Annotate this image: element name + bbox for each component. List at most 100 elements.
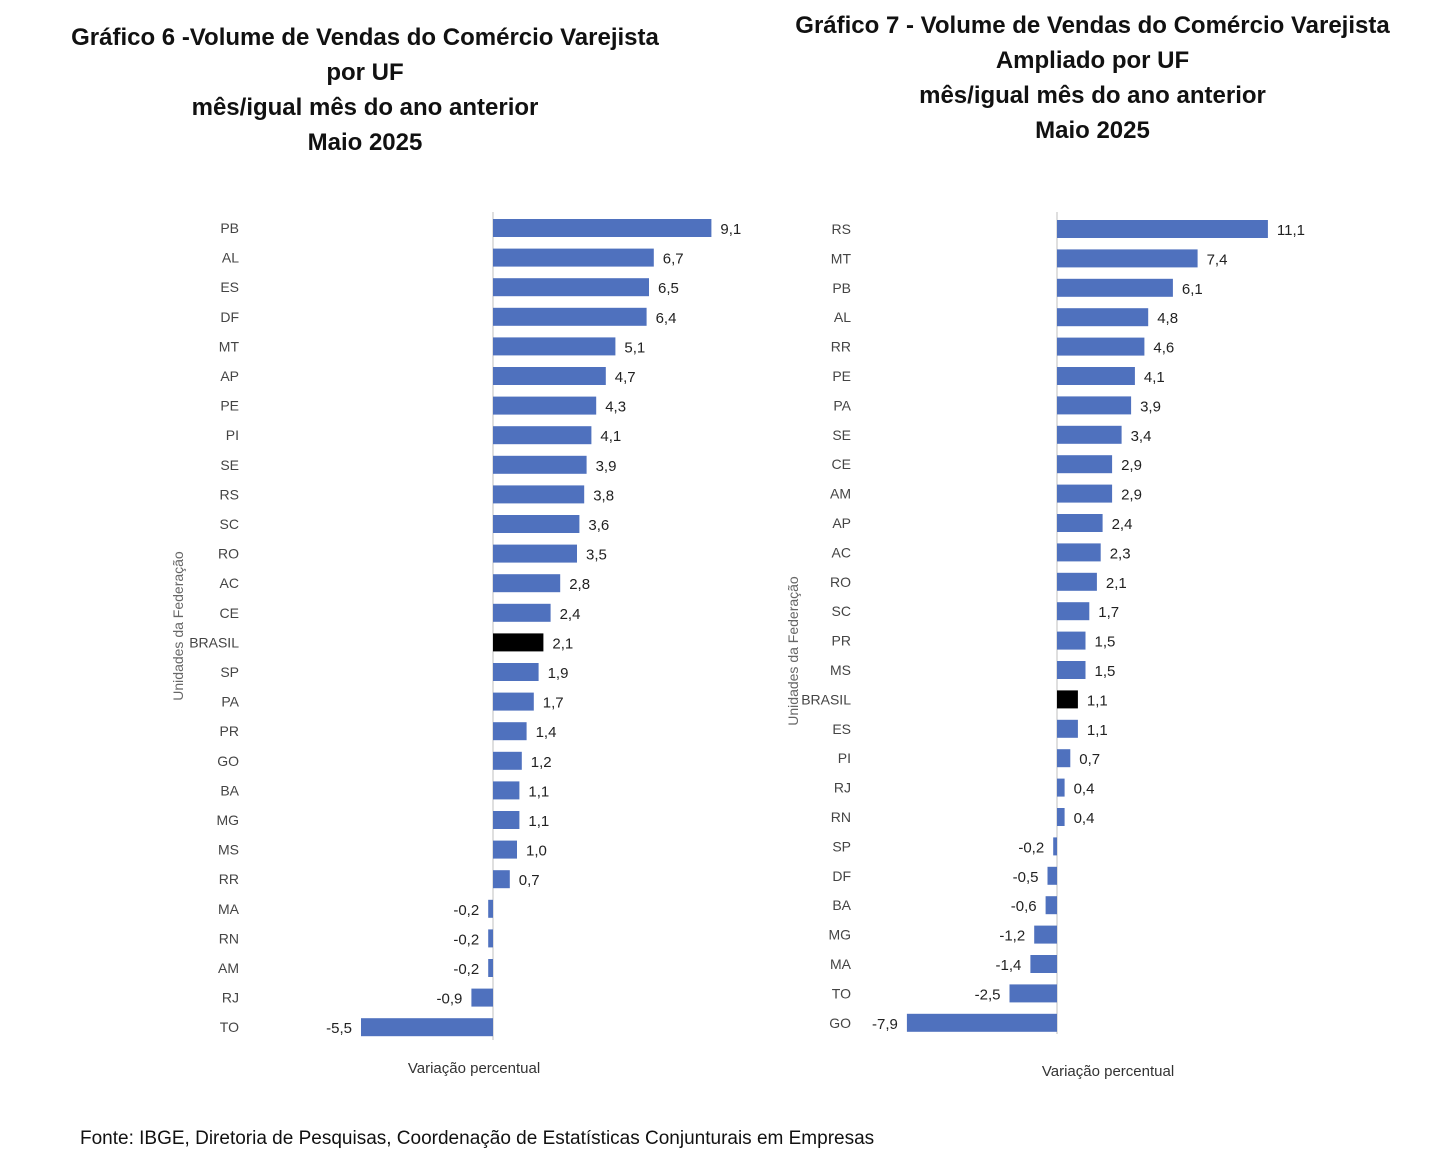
chart-6-category-label: AL [222,250,239,266]
chart-6-bar-pb [493,219,712,237]
chart-6-category-label: BRASIL [189,634,239,650]
chart-7-bar-to [1009,984,1057,1003]
chart-6-value-label: 6,4 [656,310,677,327]
chart-7-value-label: 2,9 [1121,457,1142,474]
chart-7-value-label: -7,9 [872,1016,898,1033]
chart-7-category-label: AC [832,544,851,560]
chart-6-category-label: RR [219,871,239,887]
chart-7-category-label: GO [829,1015,851,1031]
chart-6-y-axis-title: Unidades da Federação [170,551,186,701]
chart-6-bar-rr [493,870,510,889]
chart-6-bar-pi [493,426,592,445]
chart-7-category-label: DF [832,868,851,884]
chart-7-x-axis-title: Variação percentual [1042,1063,1174,1080]
chart-7-title: Gráfico 7 - Volume de Vendas do Comércio… [745,8,1440,148]
chart-6-value-label: 1,9 [548,665,569,682]
chart-6-category-label: RO [218,546,239,562]
chart-6-bar-es [493,278,649,297]
chart-6-category-label: SC [220,516,239,532]
chart-7-bar-pe [1057,367,1135,385]
chart-6-value-label: 1,7 [543,695,564,712]
chart-7-value-label: 11,1 [1277,222,1305,239]
chart-6-bar-al [493,248,654,267]
chart-6-bar-ce [493,603,551,622]
chart-6-category-label: PE [220,398,239,414]
chart-6-category-label: MG [216,812,239,828]
chart-7-bar-ce [1057,455,1113,474]
chart-7-value-label: 0,7 [1079,751,1100,768]
chart-6-category-label: GO [217,753,239,769]
chart-7-bar-ms [1057,661,1086,679]
chart-6-category-label: PR [220,723,239,739]
chart-7-category-label: SE [832,427,851,443]
chart-6-category-label: AM [218,960,239,976]
chart-7-bar-ba [1045,896,1057,915]
chart-6-bar-sp [493,663,539,681]
chart-6-bar-rj [471,988,493,1007]
chart-6-category-label: PI [226,427,239,443]
chart-6-category-label: AP [220,368,239,384]
chart-6-category-label: RJ [222,990,239,1006]
chart-7-value-label: 2,9 [1121,487,1142,504]
chart-7-category-label: PB [832,280,851,296]
chart-6-value-label: -0,2 [453,931,479,948]
chart-7-title-line-1: Gráfico 7 - Volume de Vendas do Comércio… [795,12,1390,39]
chart-7-bar-mt [1057,249,1198,268]
chart-6-category-label: SE [220,457,239,473]
chart-7-bar-rn [1057,808,1065,826]
chart-6-category-label: CE [220,605,239,621]
chart-6-value-label: 1,1 [528,813,549,830]
source-note: Fonte: IBGE, Diretoria de Pesquisas, Coo… [80,1128,875,1149]
chart-7-bar-es [1057,719,1078,738]
chart-7-value-label: 1,5 [1095,634,1116,651]
chart-6-value-label: 6,5 [658,280,679,297]
chart-7-value-label: -0,6 [1011,898,1037,915]
chart-7-bar-am [1057,484,1113,503]
chart-7-value-label: -0,2 [1018,839,1044,856]
chart-6-value-label: -5,5 [326,1020,352,1037]
chart-7-category-label: AL [834,309,851,325]
chart-6-bar-ro [493,544,577,563]
chart-6-category-label: PB [220,220,239,236]
chart-6-bar-to [361,1018,493,1037]
chart-7-category-label: MA [830,956,852,972]
chart-6-value-label: 3,5 [586,547,607,564]
chart-7-bar-go [906,1013,1057,1032]
chart-7-bar-rs [1057,220,1268,238]
chart-7-value-label: 4,1 [1144,369,1165,386]
chart-6-bar-pr [493,722,527,741]
chart-6-title-line-1: Gráfico 6 -Volume de Vendas do Comércio … [71,24,659,51]
chart-7-value-label: 1,1 [1087,722,1108,739]
chart-6-bar-rs [493,485,585,504]
chart-7-bar-sp [1053,837,1057,856]
chart-6-bar-ma [488,899,493,918]
chart-6-category-label: AC [220,575,239,591]
chart-7-bar-pi [1057,749,1071,768]
chart-7-bar-ap [1057,514,1103,532]
chart-7-value-label: 3,4 [1131,428,1152,445]
chart-7-bar-ma [1030,955,1057,973]
chart-7-value-label: 0,4 [1074,781,1095,798]
chart-6-bar-ac [493,574,561,593]
chart-7-value-label: 7,4 [1207,251,1228,268]
chart-6-title-line-2: por UF [326,59,404,86]
chart-7-category-label: MS [830,662,851,678]
chart-7-category-label: RS [832,221,851,237]
chart-6-bar-rn [488,929,493,948]
chart-6-value-label: 6,7 [663,251,684,268]
chart-6-value-label: 2,8 [569,576,590,593]
chart-6-value-label: 1,2 [531,754,552,771]
chart-6-value-label: 1,4 [536,724,557,741]
chart-7-value-label: 2,3 [1110,545,1131,562]
chart-6-value-label: 4,1 [600,428,621,445]
chart-7-bar-pa [1057,396,1132,415]
chart-7-value-label: 6,1 [1182,281,1203,298]
chart-7-category-label: PR [832,633,851,649]
chart-7-bar-rr [1057,337,1145,356]
chart-7-value-label: 1,5 [1095,663,1116,680]
chart-6-value-label: 1,1 [528,783,549,800]
chart-7-value-label: -2,5 [975,986,1001,1003]
chart-7-value-label: -1,4 [996,957,1022,974]
chart-7-category-label: BRASIL [801,691,851,707]
chart-7-value-label: 2,1 [1106,575,1127,592]
